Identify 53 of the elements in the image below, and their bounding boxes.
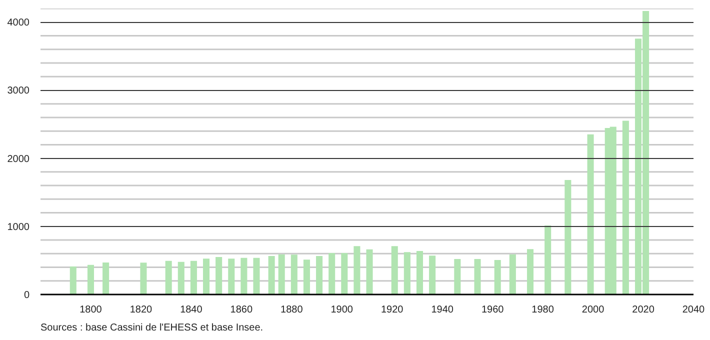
x-tick-label: 1860: [230, 304, 253, 316]
x-tick-label: 2000: [582, 304, 605, 316]
x-tick-label: 1940: [431, 304, 454, 316]
bar: [268, 256, 275, 294]
x-tick-label: 1960: [481, 304, 504, 316]
bar: [240, 258, 248, 294]
bar: [454, 258, 461, 294]
x-tick-label: 1880: [280, 304, 304, 316]
y-tick-label: 4000: [7, 18, 30, 29]
bar: [366, 249, 373, 294]
bar: [587, 134, 594, 294]
x-tick-label: 2040: [682, 304, 706, 316]
bar: [544, 225, 552, 294]
x-tick-label: 1820: [130, 304, 153, 316]
source-note: Sources : base Cassini de l'EHESS et base Insee.: [40, 322, 264, 334]
bar: [190, 260, 197, 294]
bar: [303, 260, 310, 294]
x-tick-label: 1800: [80, 304, 102, 316]
bar: [622, 120, 629, 294]
bar: [509, 254, 516, 294]
bar: [165, 260, 172, 294]
bar: [202, 258, 210, 294]
bar: [564, 180, 572, 294]
bar: [140, 262, 147, 294]
x-tick-label: 1980: [532, 304, 554, 316]
bar: [416, 251, 424, 294]
x-tick-label: 2020: [632, 304, 655, 316]
bar: [328, 253, 336, 294]
bar: [429, 256, 436, 294]
bar: [474, 258, 481, 294]
bar: [278, 254, 285, 294]
x-tick-label: 1840: [180, 304, 203, 316]
bar: [404, 252, 410, 294]
bar: [216, 256, 222, 294]
y-tick-label: 0: [24, 290, 30, 301]
y-tick-label: 1000: [7, 222, 30, 233]
x-tick-label: 1920: [380, 304, 404, 316]
bar: [70, 266, 76, 294]
bar: [253, 258, 260, 294]
bar: [102, 262, 110, 294]
bar: [354, 246, 360, 294]
bar: [228, 258, 235, 294]
bar: [391, 246, 398, 294]
bar: [290, 254, 298, 294]
bar: [178, 262, 184, 294]
bar: [316, 256, 323, 294]
bar: [87, 264, 94, 294]
bar: [341, 253, 348, 294]
y-tick-label: 2000: [7, 154, 30, 165]
bar: [494, 260, 501, 294]
bar: [526, 249, 534, 294]
y-tick-label: 3000: [7, 86, 30, 97]
x-tick-label: 1900: [330, 304, 354, 316]
